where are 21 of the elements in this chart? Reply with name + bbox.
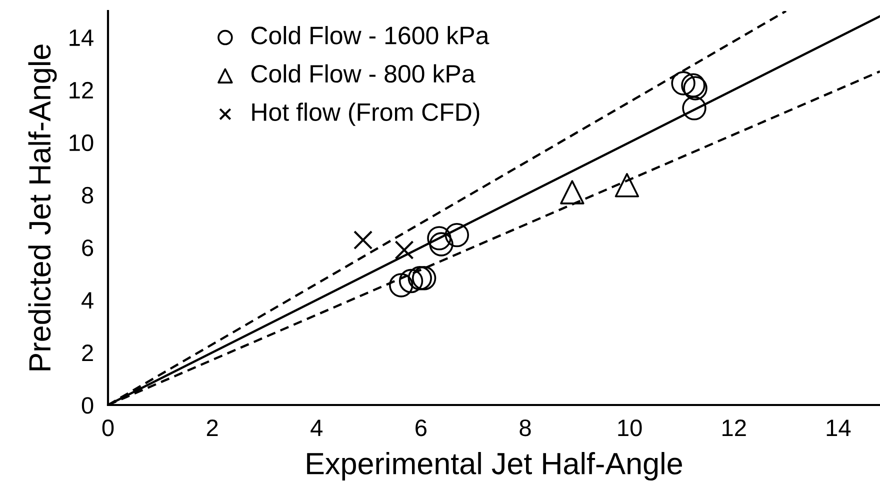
x-tick-label: 0 xyxy=(102,420,114,436)
x-tick-label: 6 xyxy=(416,420,426,436)
y-axis-title: Predicted Jet Half-Angle xyxy=(28,44,57,370)
y-tick-label: 0 xyxy=(82,397,94,414)
x-tick-label: 4 xyxy=(310,420,322,436)
y-tick-label: 2 xyxy=(82,344,93,362)
y-tick-label: 8 xyxy=(82,186,94,204)
x-tick-label: 12 xyxy=(722,420,746,436)
x-tick-label: 14 xyxy=(826,420,851,436)
x-tick-label: 10 xyxy=(618,420,642,436)
x-tick-label: 2 xyxy=(206,420,218,436)
y-tick-label: 4 xyxy=(82,292,94,308)
y-tick-label: 12 xyxy=(70,82,93,98)
y-tick-label: 10 xyxy=(70,134,94,152)
x-tick-label: 8 xyxy=(520,420,531,436)
y-tick-label: 6 xyxy=(82,239,94,256)
legend-label: Cold Flow - 800 kPa xyxy=(251,64,476,83)
legend-label: Hot flow (From CFD) xyxy=(252,102,480,126)
y-tick-label: 14 xyxy=(70,30,94,46)
legend-label: Cold Flow - 1600 kPa xyxy=(251,26,490,44)
x-axis-title: Experimental Jet Half-Angle xyxy=(307,452,682,480)
